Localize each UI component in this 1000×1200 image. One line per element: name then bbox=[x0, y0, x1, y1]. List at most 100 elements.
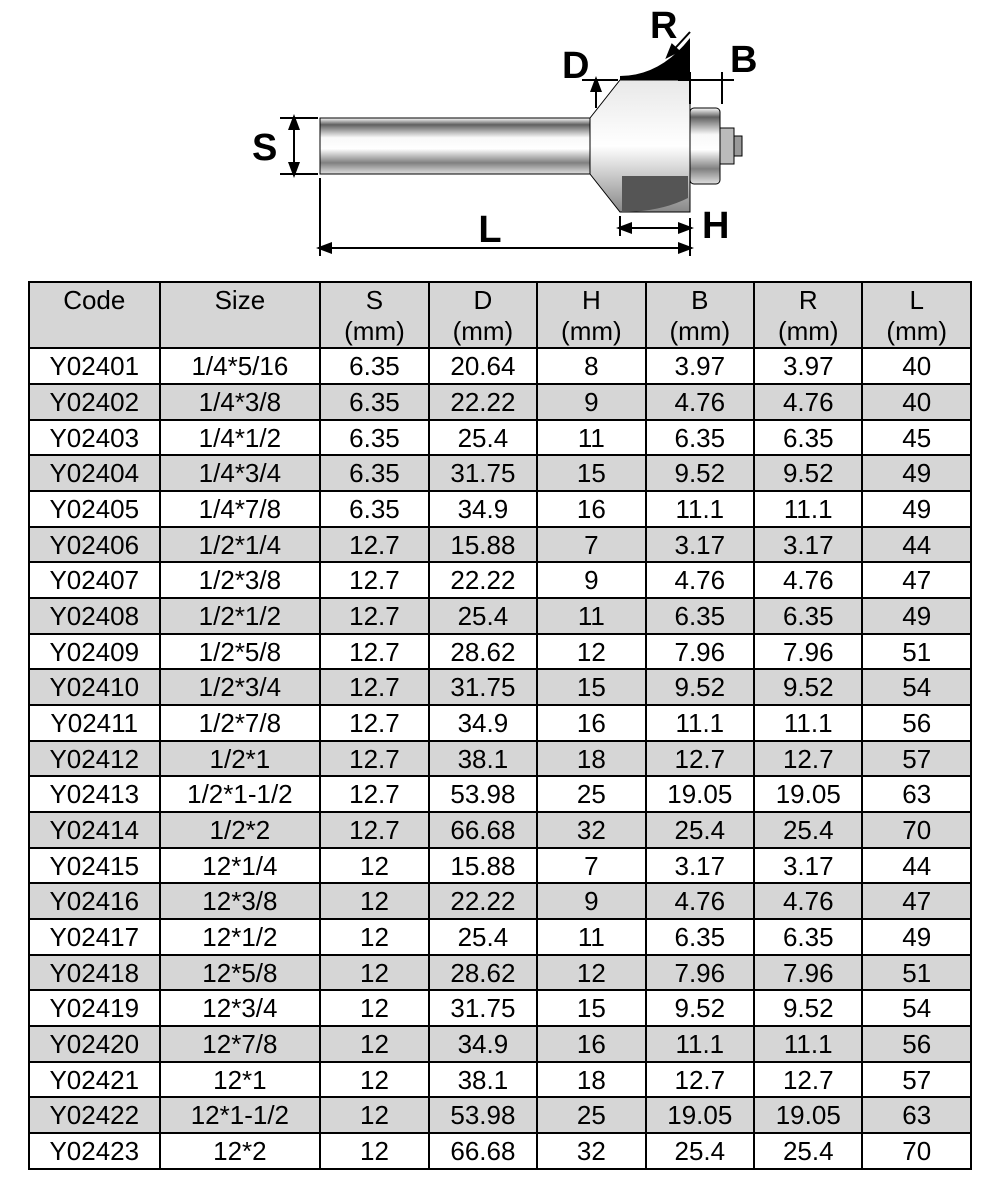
cell-d: 22.22 bbox=[429, 384, 537, 420]
cell-l: 47 bbox=[862, 562, 971, 598]
cell-l: 56 bbox=[862, 705, 971, 741]
cell-h: 18 bbox=[537, 741, 645, 777]
table-row: Y024111/2*7/812.734.91611.111.156 bbox=[29, 705, 971, 741]
cell-h: 9 bbox=[537, 384, 645, 420]
cell-size: 1/4*1/2 bbox=[160, 420, 321, 456]
table-row: Y024071/2*3/812.722.2294.764.7647 bbox=[29, 562, 971, 598]
cell-s: 12 bbox=[320, 1026, 428, 1062]
cell-code: Y02403 bbox=[29, 420, 160, 456]
table-row: Y0241512*1/41215.8873.173.1744 bbox=[29, 848, 971, 884]
cell-h: 7 bbox=[537, 848, 645, 884]
cell-size: 1/2*2 bbox=[160, 812, 321, 848]
table-row: Y024131/2*1-1/212.753.982519.0519.0563 bbox=[29, 776, 971, 812]
cell-s: 6.35 bbox=[320, 348, 428, 384]
col-b: B(mm) bbox=[646, 282, 754, 348]
table-row: Y024031/4*1/26.3525.4116.356.3545 bbox=[29, 420, 971, 456]
table-row: Y0242312*21266.683225.425.470 bbox=[29, 1133, 971, 1169]
cell-r: 3.17 bbox=[754, 527, 862, 563]
col-s: S(mm) bbox=[320, 282, 428, 348]
cell-l: 70 bbox=[862, 812, 971, 848]
table-body: Y024011/4*5/166.3520.6483.973.9740Y02402… bbox=[29, 348, 971, 1168]
cell-size: 1/2*1/2 bbox=[160, 598, 321, 634]
cell-h: 25 bbox=[537, 1097, 645, 1133]
cell-l: 51 bbox=[862, 634, 971, 670]
cell-b: 25.4 bbox=[646, 1133, 754, 1169]
table-row: Y0241712*1/21225.4116.356.3549 bbox=[29, 919, 971, 955]
cell-s: 12.7 bbox=[320, 776, 428, 812]
cell-size: 1/2*5/8 bbox=[160, 634, 321, 670]
col-h: H(mm) bbox=[537, 282, 645, 348]
cell-size: 1/2*7/8 bbox=[160, 705, 321, 741]
col-r: R(mm) bbox=[754, 282, 862, 348]
label-R: R bbox=[650, 8, 677, 47]
cell-d: 25.4 bbox=[429, 420, 537, 456]
cell-code: Y02415 bbox=[29, 848, 160, 884]
cell-b: 12.7 bbox=[646, 1062, 754, 1098]
cell-s: 12.7 bbox=[320, 669, 428, 705]
cell-d: 20.64 bbox=[429, 348, 537, 384]
cell-h: 25 bbox=[537, 776, 645, 812]
cell-d: 22.22 bbox=[429, 562, 537, 598]
cell-b: 3.17 bbox=[646, 848, 754, 884]
label-L: L bbox=[478, 209, 501, 251]
cell-b: 6.35 bbox=[646, 420, 754, 456]
cell-code: Y02407 bbox=[29, 562, 160, 598]
cell-code: Y02410 bbox=[29, 669, 160, 705]
cell-l: 56 bbox=[862, 1026, 971, 1062]
cell-s: 12 bbox=[320, 990, 428, 1026]
cell-b: 4.76 bbox=[646, 384, 754, 420]
cell-r: 4.76 bbox=[754, 384, 862, 420]
spec-table: Code Size S(mm)D(mm)H(mm)B(mm)R(mm)L(mm)… bbox=[28, 281, 972, 1170]
cell-h: 9 bbox=[537, 562, 645, 598]
cell-s: 12.7 bbox=[320, 527, 428, 563]
cell-h: 11 bbox=[537, 420, 645, 456]
table-row: Y024141/2*212.766.683225.425.470 bbox=[29, 812, 971, 848]
cell-l: 40 bbox=[862, 384, 971, 420]
cell-l: 54 bbox=[862, 990, 971, 1026]
cell-r: 7.96 bbox=[754, 955, 862, 991]
cell-b: 11.1 bbox=[646, 1026, 754, 1062]
cell-code: Y02414 bbox=[29, 812, 160, 848]
cell-s: 12.7 bbox=[320, 562, 428, 598]
cell-r: 3.17 bbox=[754, 848, 862, 884]
cell-size: 12*3/4 bbox=[160, 990, 321, 1026]
cell-d: 31.75 bbox=[429, 669, 537, 705]
table-row: Y0241612*3/81222.2294.764.7647 bbox=[29, 883, 971, 919]
cell-b: 6.35 bbox=[646, 598, 754, 634]
cell-l: 49 bbox=[862, 598, 971, 634]
cell-d: 38.1 bbox=[429, 741, 537, 777]
cell-h: 15 bbox=[537, 455, 645, 491]
cell-size: 1/2*1-1/2 bbox=[160, 776, 321, 812]
table-row: Y024121/2*112.738.11812.712.757 bbox=[29, 741, 971, 777]
cell-b: 4.76 bbox=[646, 883, 754, 919]
label-D: D bbox=[562, 45, 589, 87]
label-H: H bbox=[702, 205, 729, 247]
cell-b: 3.97 bbox=[646, 348, 754, 384]
cell-b: 3.17 bbox=[646, 527, 754, 563]
cell-r: 9.52 bbox=[754, 455, 862, 491]
cell-r: 11.1 bbox=[754, 705, 862, 741]
cell-s: 12 bbox=[320, 919, 428, 955]
cell-d: 31.75 bbox=[429, 455, 537, 491]
cell-r: 12.7 bbox=[754, 1062, 862, 1098]
cell-s: 12 bbox=[320, 1133, 428, 1169]
table-row: Y024061/2*1/412.715.8873.173.1744 bbox=[29, 527, 971, 563]
cell-r: 9.52 bbox=[754, 669, 862, 705]
cell-code: Y02411 bbox=[29, 705, 160, 741]
cell-b: 9.52 bbox=[646, 990, 754, 1026]
cell-d: 15.88 bbox=[429, 527, 537, 563]
cell-r: 25.4 bbox=[754, 1133, 862, 1169]
cell-size: 1/2*3/4 bbox=[160, 669, 321, 705]
cell-l: 49 bbox=[862, 455, 971, 491]
cell-s: 12 bbox=[320, 1062, 428, 1098]
cell-l: 40 bbox=[862, 348, 971, 384]
cell-r: 7.96 bbox=[754, 634, 862, 670]
cell-b: 12.7 bbox=[646, 741, 754, 777]
cell-h: 32 bbox=[537, 812, 645, 848]
cell-h: 9 bbox=[537, 883, 645, 919]
cell-l: 57 bbox=[862, 1062, 971, 1098]
cell-d: 53.98 bbox=[429, 1097, 537, 1133]
cell-d: 25.4 bbox=[429, 598, 537, 634]
cell-r: 19.05 bbox=[754, 776, 862, 812]
cell-l: 51 bbox=[862, 955, 971, 991]
